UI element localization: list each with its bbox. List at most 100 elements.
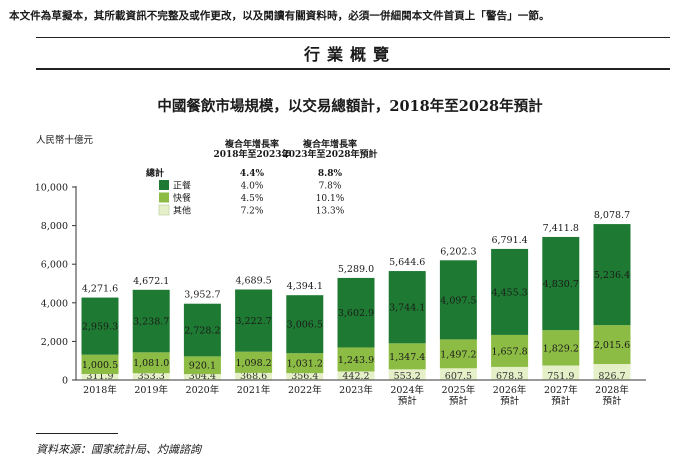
bar-other — [235, 372, 273, 380]
data-label-main-course: 3,222.7 — [235, 316, 271, 327]
legend-label: 快餐 — [173, 192, 191, 204]
bar-fast-food — [337, 347, 375, 372]
bar-fast-food — [593, 325, 631, 365]
x-tick-label: 預計 — [449, 395, 469, 407]
data-label-main-course: 3,238.7 — [133, 317, 169, 328]
x-tick-label: 2023年 — [339, 384, 373, 396]
x-tick-label: 2018年 — [83, 384, 117, 396]
x-tick-label: 預計 — [551, 395, 571, 407]
bar-fast-food — [235, 351, 273, 373]
total-label: 3,952.7 — [184, 290, 220, 301]
x-tick-label: 2021年 — [237, 384, 271, 396]
bar-other — [542, 365, 580, 380]
source-note: 資料來源：國家統計局、灼識諮詢 — [36, 443, 201, 456]
bar-main-course — [593, 224, 631, 326]
data-label-main-course: 2,728.2 — [184, 326, 220, 337]
total-label: 4,394.1 — [287, 281, 323, 292]
y-tick-label: 4,000 — [41, 298, 68, 309]
section-title: 行業概覽 — [303, 45, 396, 64]
data-label-main-course: 2,959.3 — [82, 322, 118, 333]
data-label-other: 442.2 — [342, 371, 369, 382]
data-label-fast-food: 1,829.2 — [543, 343, 579, 354]
data-label-fast-food: 1,000.5 — [82, 360, 118, 371]
bar-fast-food — [542, 330, 580, 366]
data-label-other: 826.7 — [598, 371, 625, 382]
data-label-fast-food: 1,243.9 — [338, 355, 374, 366]
cagr-value-2023-2028: 8.8% — [318, 169, 343, 179]
data-label-other: 607.5 — [445, 371, 472, 382]
cagr-value-2018-2023: 4.0% — [241, 182, 264, 192]
draft-disclaimer: 本文件為草擬本，其所載資訊不完整及或作更改，以及閱讀有關資料時，必須一併細閱本文… — [9, 10, 550, 22]
data-label-main-course: 4,455.3 — [491, 287, 527, 298]
bar-fast-food — [81, 354, 119, 374]
section-rule — [36, 68, 670, 70]
data-label-fast-food: 920.1 — [189, 361, 216, 372]
data-label-main-course: 3,744.1 — [389, 303, 425, 314]
x-tick-label: 2019年 — [134, 384, 168, 396]
bar-main-course — [491, 248, 529, 335]
bar-main-course — [439, 260, 477, 340]
bar-other — [286, 373, 324, 380]
top-rule — [36, 37, 670, 38]
cagr-value-2018-2023: 7.2% — [241, 207, 264, 217]
x-tick-label: 2027年 — [544, 384, 578, 396]
data-label-other: 368.6 — [240, 371, 267, 382]
total-label: 6,791.4 — [491, 235, 527, 246]
bar-other — [593, 364, 631, 380]
x-tick-label: 2024年 — [390, 384, 424, 396]
data-label-main-course: 4,830.7 — [543, 279, 579, 290]
legend-swatch-main-course — [159, 180, 169, 190]
total-label: 8,078.7 — [594, 210, 630, 221]
bar-fast-food — [183, 356, 221, 375]
legend-label: 正餐 — [173, 180, 191, 192]
bar-other — [337, 371, 375, 380]
bar-fast-food — [388, 343, 426, 370]
data-label-fast-food: 1,031.2 — [287, 359, 323, 370]
x-tick-label: 2025年 — [442, 384, 476, 396]
cagr-header-2018-2023: 2018年至2023年 — [213, 148, 290, 160]
data-label-other: 353.3 — [138, 371, 165, 382]
bar-other — [81, 373, 119, 380]
y-axis-unit-label: 人民幣十億元 — [36, 134, 94, 146]
cagr-header-2023-2028: 複合年增長率 — [302, 138, 357, 150]
data-label-main-course: 5,236.4 — [594, 270, 630, 281]
legend-label: 其他 — [173, 205, 191, 217]
data-label-fast-food: 2,015.6 — [594, 340, 630, 351]
bar-main-course — [388, 271, 426, 344]
bar-fast-food — [286, 353, 324, 374]
bar-other — [132, 373, 170, 380]
x-tick-label: 預計 — [398, 395, 418, 407]
bar-main-course — [235, 289, 273, 352]
cagr-value-2023-2028: 13.3% — [316, 207, 345, 217]
bar-main-course — [542, 236, 580, 331]
x-tick-label: 2026年 — [493, 384, 527, 396]
y-tick-label: 2,000 — [41, 337, 68, 348]
total-label: 5,289.0 — [338, 264, 374, 275]
data-label-main-course: 3,602.9 — [338, 308, 374, 319]
bar-fast-food — [439, 339, 477, 369]
data-label-fast-food: 1,081.0 — [133, 358, 169, 369]
bar-main-course — [81, 297, 119, 355]
data-label-main-course: 3,006.5 — [287, 320, 323, 331]
cagr-value-2023-2028: 10.1% — [316, 194, 345, 204]
legend-swatch-fast-food — [159, 192, 169, 203]
total-label: 4,271.6 — [82, 284, 118, 295]
bar-other — [388, 369, 426, 380]
x-tick-label: 預計 — [500, 395, 520, 407]
y-tick-label: 6,000 — [41, 260, 68, 271]
data-label-fast-food: 1,347.4 — [389, 352, 425, 363]
source-rule — [36, 433, 118, 434]
total-label: 4,689.5 — [235, 275, 271, 286]
legend-total-label: 總計 — [146, 167, 164, 179]
bar-main-course — [132, 289, 170, 353]
data-label-other: 356.4 — [291, 371, 318, 382]
bar-other — [491, 366, 529, 380]
total-label: 7,411.8 — [543, 223, 579, 234]
cagr-value-2023-2028: 7.8% — [319, 182, 342, 192]
data-label-other: 304.4 — [189, 371, 216, 382]
bar-fast-food — [132, 352, 170, 374]
y-tick-label: 8,000 — [41, 221, 68, 232]
total-label: 6,202.3 — [440, 246, 476, 257]
data-label-fast-food: 1,497.2 — [440, 349, 476, 360]
